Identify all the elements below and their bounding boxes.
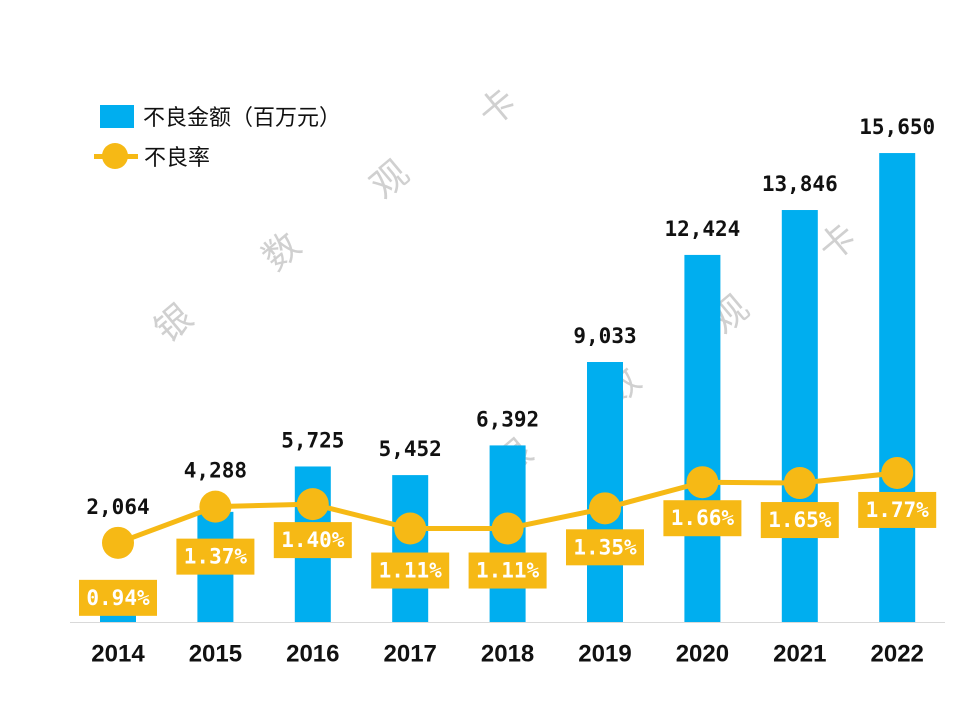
rate-label-box <box>176 538 255 575</box>
amount-data-label: 5,452 <box>379 437 442 461</box>
x-tick-label: 2019 <box>578 640 631 667</box>
rate-point-2018 <box>491 512 524 545</box>
watermark-char: 银 <box>147 297 201 352</box>
legend-label-rate: 不良率 <box>144 146 211 171</box>
x-tick-label: 2014 <box>91 640 145 667</box>
rate-label-box <box>468 552 547 589</box>
bar-2017 <box>392 475 429 622</box>
bar-2020 <box>684 254 721 622</box>
amount-data-label: 6,392 <box>476 407 539 431</box>
watermark-char: 数 <box>255 225 309 280</box>
rate-data-label: 1.37% <box>184 545 248 569</box>
legend-item-rate: 不良率 <box>94 140 210 172</box>
rate-data-label: 1.35% <box>573 535 637 559</box>
legend-bar-swatch <box>100 104 134 128</box>
rate-label-box <box>371 552 450 589</box>
x-tick-label: 2022 <box>871 640 924 667</box>
rate-label-box <box>566 529 644 566</box>
rate-point-2016 <box>296 488 329 521</box>
amount-data-label: 13,846 <box>762 172 838 196</box>
rate-data-label: 1.77% <box>866 498 930 522</box>
watermark-char: 观 <box>363 153 417 208</box>
rate-point-2014 <box>102 526 134 559</box>
x-tick-label: 2020 <box>676 640 729 667</box>
watermark-char: 卡 <box>471 81 525 136</box>
rate-point-2022 <box>881 456 914 489</box>
rate-point-2019 <box>589 492 621 525</box>
rate-point-2017 <box>394 512 427 545</box>
rate-data-label: 1.66% <box>671 506 735 530</box>
x-tick-label: 2016 <box>286 640 339 667</box>
amount-data-label: 5,725 <box>281 428 344 452</box>
rate-data-label: 1.11% <box>476 559 540 583</box>
legend-label-amount: 不良金额（百万元） <box>143 106 342 131</box>
rate-point-2020 <box>686 466 719 499</box>
amount-data-label: 4,288 <box>184 459 247 483</box>
legend-line-swatch <box>94 141 138 171</box>
bar-2019 <box>587 362 623 622</box>
x-tick-label: 2018 <box>481 640 534 667</box>
rate-data-label: 1.65% <box>768 508 832 532</box>
amount-data-label: 12,424 <box>664 217 740 241</box>
x-tick-label: 2015 <box>189 640 242 667</box>
rate-data-label: 0.94% <box>86 586 150 610</box>
x-tick-label: 2017 <box>384 640 437 667</box>
amount-data-label: 15,650 <box>859 115 935 139</box>
rate-label-box <box>663 500 742 537</box>
legend-item-amount: 不良金额（百万元） <box>100 100 341 132</box>
rate-point-2015 <box>199 490 232 523</box>
amount-data-label: 2,064 <box>86 495 149 519</box>
amount-data-label: 9,033 <box>573 324 636 348</box>
watermark-char: 卡 <box>811 216 865 271</box>
rate-label-box <box>273 522 352 559</box>
rate-data-label: 1.11% <box>379 559 443 583</box>
rate-data-label: 1.40% <box>281 528 345 552</box>
rate-label-box <box>760 502 839 539</box>
rate-point-2021 <box>783 467 816 500</box>
rate-label-box <box>79 579 157 616</box>
bar-2021 <box>781 210 818 622</box>
x-tick-label: 2021 <box>773 640 826 667</box>
rate-label-box <box>858 491 937 528</box>
bar-2022 <box>879 153 916 623</box>
